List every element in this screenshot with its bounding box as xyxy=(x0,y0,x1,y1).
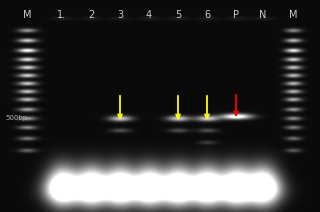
Text: 4: 4 xyxy=(146,10,152,20)
Text: M: M xyxy=(289,10,297,20)
Text: 2: 2 xyxy=(88,10,94,20)
Text: 500bp: 500bp xyxy=(5,115,27,121)
Text: N: N xyxy=(259,10,267,20)
Text: 5: 5 xyxy=(175,10,181,20)
Text: 6: 6 xyxy=(204,10,210,20)
Text: M: M xyxy=(23,10,31,20)
Text: 1.: 1. xyxy=(57,10,67,20)
Text: 3: 3 xyxy=(117,10,123,20)
Text: P: P xyxy=(233,10,239,20)
